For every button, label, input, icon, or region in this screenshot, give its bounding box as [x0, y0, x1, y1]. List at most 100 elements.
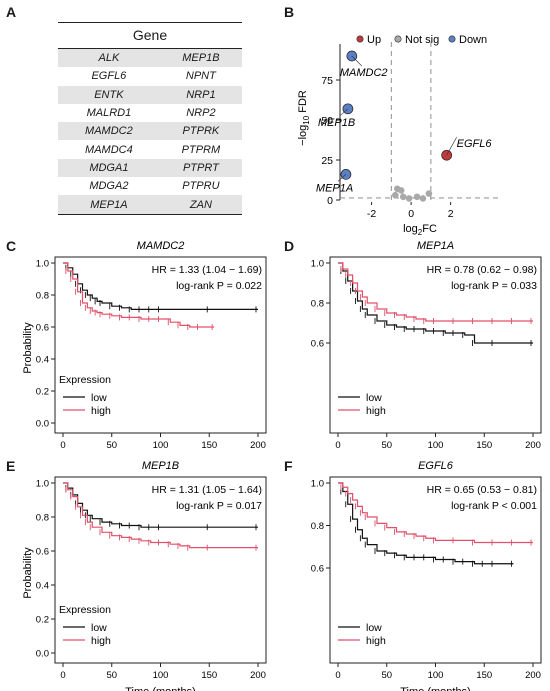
km-curve-low: [63, 262, 258, 310]
table-row: EGFL6 NPNT: [58, 67, 242, 85]
data-point: [405, 195, 413, 202]
y-axis-title: −log10 FDR: [297, 90, 311, 146]
y-tick-label: 0.8: [311, 521, 324, 532]
legend-marker-not-sig: [394, 35, 402, 43]
data-point: [340, 169, 352, 180]
km-curve-high: [338, 482, 533, 544]
table-cell: EGFL6: [91, 70, 127, 83]
point-label: EGFL6: [457, 138, 493, 150]
hr-label: HR = 1.31 (1.05 − 1.64): [152, 484, 262, 496]
x-tick-label: 50: [106, 440, 117, 451]
x-tick-label: 100: [428, 670, 444, 681]
x-tick-label: 200: [250, 440, 266, 451]
km-plot-mamdc2: MAMDC2 0.0 0.2 0.4 0.6 0.8 1.0 0 50 100 150 200 Prob…: [22, 240, 267, 451]
panel-letter-b: B: [284, 4, 295, 20]
hr-label: HR = 1.33 (1.04 − 1.69): [152, 264, 262, 276]
y-tick-label: 0.8: [311, 299, 324, 310]
point-label-leader: [351, 55, 363, 67]
gene-table-header: Gene: [58, 22, 242, 49]
x-tick-label: 200: [525, 440, 541, 451]
table-row: MAMDC4 PTPRM: [58, 140, 242, 158]
y-tick-label: 75: [321, 75, 333, 87]
x-tick-label: 200: [525, 670, 541, 681]
point-label: MEP1A: [316, 182, 353, 194]
x-axis-title: Time (months): [125, 686, 196, 691]
table-cell: PTPRK: [159, 122, 242, 141]
table-cell: MDGA1: [58, 158, 160, 178]
legend-label: high: [91, 405, 111, 417]
x-tick-label: 100: [428, 440, 444, 451]
y-tick-label: 0.2: [36, 387, 49, 398]
y-tick-label: 0.2: [36, 615, 49, 626]
plot-title: MEP1B: [142, 460, 179, 472]
x-tick-label: 200: [250, 670, 266, 681]
logrank-label: log-rank P < 0.001: [451, 500, 537, 512]
logrank-label: log-rank P = 0.033: [451, 280, 537, 292]
table-cell: PTPRU: [182, 180, 220, 193]
legend-label: low: [366, 392, 382, 404]
legend-marker-up: [356, 35, 364, 43]
y-tick-label: 0.0: [36, 419, 49, 430]
km-plot-mep1a: MEP1A 0.6 0.8 1.0 0 50 100 150 200 HR = 0.78 (0.6…: [311, 240, 542, 451]
panel-letter-d: D: [284, 238, 295, 254]
hr-label: HR = 0.65 (0.53 − 0.81): [427, 484, 537, 496]
y-tick-label: 0: [327, 195, 333, 207]
table-cell: MDGA2: [89, 180, 129, 193]
table-row: MDGA2 PTPRU: [58, 177, 242, 195]
table-cell: ENTK: [58, 85, 160, 104]
legend-label: low: [366, 622, 382, 634]
legend-label: high: [366, 635, 386, 647]
point-label-leader: [337, 174, 347, 182]
plot-title: EGFL6: [418, 460, 454, 472]
table-cell: MEP1B: [159, 48, 242, 68]
table-cell: NRP1: [159, 85, 242, 104]
y-tick-label: 0.8: [36, 291, 49, 302]
x-tick-label: 2: [448, 208, 454, 220]
km-curve-high: [63, 262, 215, 328]
y-axis-title: Probability: [22, 322, 34, 374]
table-cell: MEP1A: [58, 195, 160, 215]
km-curve-low: [338, 482, 514, 565]
legend-label: high: [366, 405, 386, 417]
y-tick-label: 1.0: [36, 259, 49, 270]
y-tick-label: 0.0: [36, 649, 49, 660]
legend-marker-down: [448, 35, 456, 43]
x-tick-label: -2: [367, 208, 376, 220]
x-tick-label: 100: [153, 670, 169, 681]
point-label: MAMDC2: [340, 67, 388, 79]
km-curve-low: [63, 482, 258, 528]
table-cell: NRP2: [186, 107, 216, 120]
table-cell: ALK: [58, 48, 160, 68]
y-tick-label: 1.0: [311, 479, 324, 490]
km-curve-high: [63, 482, 258, 549]
legend-label: Not sig: [405, 34, 439, 46]
plot-title: MAMDC2: [137, 240, 185, 252]
table-row: MAMDC2 PTPRK: [58, 122, 242, 141]
panel-letter-a: A: [6, 4, 17, 20]
y-tick-label: 0.6: [311, 564, 324, 575]
table-row: MDGA1 PTPRT: [58, 158, 242, 178]
table-cell: MAMDC4: [85, 143, 133, 156]
data-point: [399, 193, 407, 201]
x-tick-label: 50: [106, 670, 117, 681]
legend-label: low: [91, 622, 107, 634]
table-row: MEP1A ZAN: [58, 195, 242, 215]
table-row: ENTK NRP1: [58, 85, 242, 104]
volcano-plot: Up Not sig Down 0 25 50 75 -2 0 2 log2FC −log10 FDR…: [297, 34, 500, 237]
x-tick-label: 0: [335, 440, 340, 451]
data-point: [425, 190, 433, 197]
y-tick-label: 0.8: [36, 513, 49, 524]
logrank-label: log-rank P = 0.017: [176, 500, 262, 512]
km-plot-mep1b: MEP1B 0.0 0.2 0.4 0.6 0.8 1.0 0 50 100 150 200 Time …: [22, 460, 267, 691]
legend-title: Expression: [59, 374, 111, 386]
km-curve-high: [338, 262, 533, 322]
table-row: MALRD1 NRP2: [58, 104, 242, 122]
data-point: [413, 193, 421, 201]
y-tick-label: 25: [321, 155, 333, 167]
y-tick-label: 1.0: [311, 259, 324, 270]
x-tick-label: 50: [381, 670, 392, 681]
panel-letter-c: C: [6, 238, 17, 254]
data-point: [342, 103, 354, 115]
panel-letter-f: F: [284, 458, 293, 474]
point-label-leader: [339, 108, 349, 117]
